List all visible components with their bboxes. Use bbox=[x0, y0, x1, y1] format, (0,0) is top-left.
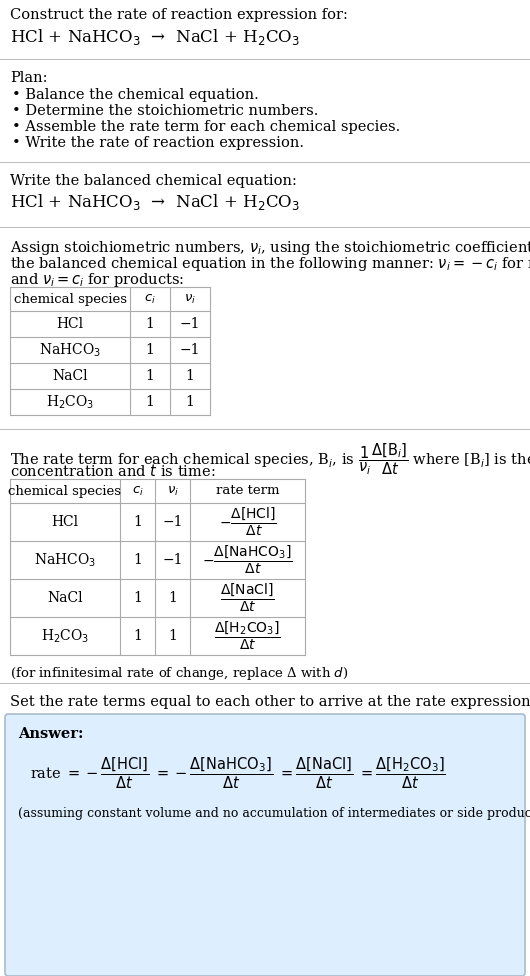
Text: NaHCO$_3$: NaHCO$_3$ bbox=[34, 551, 96, 569]
Text: $\nu_i$: $\nu_i$ bbox=[166, 484, 179, 498]
Text: rate $= -\dfrac{\Delta[\mathrm{HCl}]}{\Delta t}$ $= -\dfrac{\Delta[\mathrm{NaHCO: rate $= -\dfrac{\Delta[\mathrm{HCl}]}{\D… bbox=[30, 755, 446, 791]
Text: The rate term for each chemical species, B$_i$, is $\dfrac{1}{\nu_i}\dfrac{\Delt: The rate term for each chemical species,… bbox=[10, 441, 530, 476]
Text: HCl + NaHCO$_3$  →  NaCl + H$_2$CO$_3$: HCl + NaHCO$_3$ → NaCl + H$_2$CO$_3$ bbox=[10, 27, 300, 47]
Text: NaCl: NaCl bbox=[47, 591, 83, 605]
Text: Answer:: Answer: bbox=[18, 727, 84, 741]
Text: (for infinitesimal rate of change, replace Δ with $d$): (for infinitesimal rate of change, repla… bbox=[10, 665, 348, 682]
Text: $-\dfrac{\Delta[\mathrm{NaHCO_3}]}{\Delta t}$: $-\dfrac{\Delta[\mathrm{NaHCO_3}]}{\Delt… bbox=[202, 544, 293, 576]
Text: 1: 1 bbox=[146, 395, 154, 409]
Text: H$_2$CO$_3$: H$_2$CO$_3$ bbox=[41, 628, 89, 645]
Text: H$_2$CO$_3$: H$_2$CO$_3$ bbox=[46, 393, 94, 411]
Text: $-\dfrac{\Delta[\mathrm{HCl}]}{\Delta t}$: $-\dfrac{\Delta[\mathrm{HCl}]}{\Delta t}… bbox=[218, 506, 277, 538]
Text: 1: 1 bbox=[186, 395, 195, 409]
Text: concentration and $t$ is time:: concentration and $t$ is time: bbox=[10, 463, 216, 479]
Text: −1: −1 bbox=[162, 515, 183, 529]
Text: • Assemble the rate term for each chemical species.: • Assemble the rate term for each chemic… bbox=[12, 120, 400, 134]
Text: Plan:: Plan: bbox=[10, 71, 48, 85]
Text: 1: 1 bbox=[146, 317, 154, 331]
Text: 1: 1 bbox=[146, 343, 154, 357]
Text: NaCl: NaCl bbox=[52, 369, 88, 383]
Text: −1: −1 bbox=[162, 553, 183, 567]
Text: the balanced chemical equation in the following manner: $\nu_i = -c_i$ for react: the balanced chemical equation in the fo… bbox=[10, 255, 530, 273]
Text: 1: 1 bbox=[168, 629, 177, 643]
Text: (assuming constant volume and no accumulation of intermediates or side products): (assuming constant volume and no accumul… bbox=[18, 807, 530, 820]
Text: chemical species: chemical species bbox=[13, 293, 127, 305]
Text: −1: −1 bbox=[180, 343, 200, 357]
Text: and $\nu_i = c_i$ for products:: and $\nu_i = c_i$ for products: bbox=[10, 271, 184, 289]
Text: $\nu_i$: $\nu_i$ bbox=[184, 293, 196, 305]
Text: 1: 1 bbox=[133, 515, 142, 529]
Text: $\dfrac{\Delta[\mathrm{NaCl}]}{\Delta t}$: $\dfrac{\Delta[\mathrm{NaCl}]}{\Delta t}… bbox=[220, 582, 275, 614]
Text: $\dfrac{\Delta[\mathrm{H_2CO_3}]}{\Delta t}$: $\dfrac{\Delta[\mathrm{H_2CO_3}]}{\Delta… bbox=[214, 620, 281, 652]
Text: 1: 1 bbox=[133, 591, 142, 605]
Text: 1: 1 bbox=[133, 629, 142, 643]
Text: • Determine the stoichiometric numbers.: • Determine the stoichiometric numbers. bbox=[12, 104, 319, 118]
Text: chemical species: chemical species bbox=[8, 484, 121, 498]
Text: $c_i$: $c_i$ bbox=[144, 293, 156, 305]
Text: 1: 1 bbox=[146, 369, 154, 383]
Text: Construct the rate of reaction expression for:: Construct the rate of reaction expressio… bbox=[10, 8, 348, 22]
FancyBboxPatch shape bbox=[5, 714, 525, 976]
Text: HCl: HCl bbox=[56, 317, 84, 331]
Text: • Balance the chemical equation.: • Balance the chemical equation. bbox=[12, 88, 259, 102]
Text: • Write the rate of reaction expression.: • Write the rate of reaction expression. bbox=[12, 136, 304, 150]
Text: 1: 1 bbox=[186, 369, 195, 383]
Text: Assign stoichiometric numbers, $\nu_i$, using the stoichiometric coefficients, $: Assign stoichiometric numbers, $\nu_i$, … bbox=[10, 239, 530, 257]
Text: rate term: rate term bbox=[216, 484, 279, 498]
Text: 1: 1 bbox=[168, 591, 177, 605]
Text: HCl + NaHCO$_3$  →  NaCl + H$_2$CO$_3$: HCl + NaHCO$_3$ → NaCl + H$_2$CO$_3$ bbox=[10, 192, 300, 212]
Text: −1: −1 bbox=[180, 317, 200, 331]
Text: 1: 1 bbox=[133, 553, 142, 567]
Text: NaHCO$_3$: NaHCO$_3$ bbox=[39, 342, 101, 359]
Text: Write the balanced chemical equation:: Write the balanced chemical equation: bbox=[10, 174, 297, 188]
Text: HCl: HCl bbox=[51, 515, 78, 529]
Text: Set the rate terms equal to each other to arrive at the rate expression:: Set the rate terms equal to each other t… bbox=[10, 695, 530, 709]
Text: $c_i$: $c_i$ bbox=[131, 484, 144, 498]
